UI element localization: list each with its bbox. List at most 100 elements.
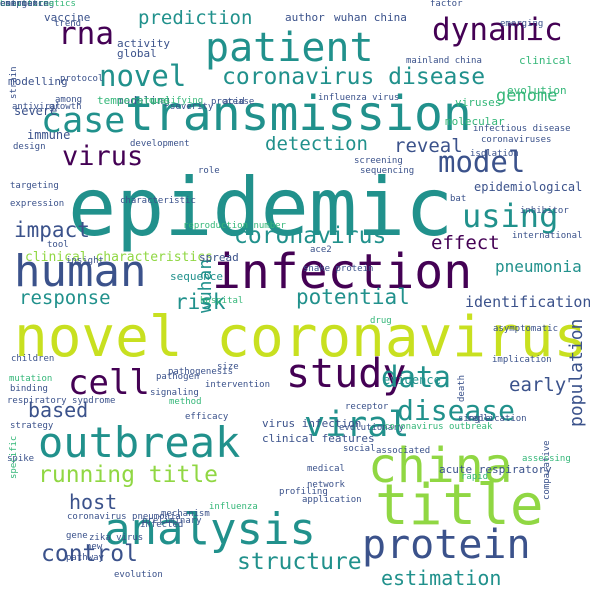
cloud-word: early [509,374,567,396]
cloud-word: analysis [104,504,316,555]
cloud-word: tool [47,240,69,250]
cloud-word: novel coronavirus [14,305,588,370]
cloud-word: potential [296,285,410,309]
cloud-word: rna [58,16,114,52]
cloud-word: coronaviruses [481,135,552,145]
cloud-word: modelling [8,75,68,88]
cloud-word: antiviral [12,102,61,112]
cloud-word: acute respiratory [439,463,552,476]
cloud-word: influenza [209,502,258,512]
cloud-word: structure [237,549,362,575]
cloud-word: human [14,246,147,297]
cloud-word: response [19,287,111,309]
cloud-word: estimating [0,0,55,9]
cloud-word: outbreak [38,418,241,467]
cloud-word: genome [496,86,558,106]
cloud-word: influenza virus [318,93,400,103]
cloud-word: international [512,231,583,241]
cloud-word: respiratory syndrome [7,396,116,406]
cloud-word: evolution [507,84,567,97]
cloud-word: temperature [97,94,170,107]
cloud-word: social [343,444,376,454]
cloud-word: emerging [500,19,544,29]
cloud-word: acid [223,97,245,107]
cloud-word: disease [397,394,516,427]
cloud-word: viral [304,405,410,445]
cloud-word: receptor [345,402,389,412]
cloud-word: coronavirus pneumonia [67,512,181,522]
cloud-word: binding [10,384,48,394]
cloud-word: pathogenesis [168,367,234,377]
cloud-word: snake protein [303,264,374,274]
cloud-word: severity [170,102,214,112]
cloud-word: infectious disease [473,124,571,134]
cloud-word: size [217,362,239,372]
cloud-word: protease [211,97,255,107]
cloud-word: molecular [445,115,505,128]
cloud-word: targeting [10,181,59,191]
cloud-word: gene [66,531,88,541]
cloud-word: modeling [117,94,170,107]
cloud-word: patient [205,25,374,71]
cloud-word: identification [465,293,590,311]
cloud-word: mechanism [161,509,210,519]
cloud-word: method [169,397,202,407]
cloud-word: death [457,374,467,402]
cloud-word: prediction [138,7,253,29]
cloud-word: reproduction number [183,221,286,231]
cloud-word: isolation [470,149,519,159]
cloud-word: spread [199,251,239,264]
cloud-word: replication [467,414,527,424]
cloud-word: intervention [205,380,271,390]
cloud-word: mutation [9,374,53,384]
cloud-word: single [458,414,491,424]
cloud-word: signaling [150,388,199,398]
cloud-word: assessing [522,454,571,464]
cloud-word: population [566,318,587,427]
cloud-word: virus [62,141,144,172]
cloud-word: infection [212,244,473,300]
cloud-word: children [11,354,55,364]
cloud-word: using [462,197,559,235]
cloud-word: specific [9,435,19,479]
cloud-word: role [198,166,220,176]
cloud-word: trend [54,19,82,29]
cloud-word: epidemiological [474,180,583,194]
cloud-word: based [28,398,89,422]
cloud-word: host [69,490,118,514]
cloud-word: coronavirus disease [222,64,486,90]
cloud-word: pathway [66,553,104,563]
cloud-word: epidemic [68,161,454,254]
cloud-word: expression [10,199,65,209]
cloud-word: infected [140,520,184,530]
cloud-word: reveal [394,135,463,157]
cloud-word: complex [0,0,38,9]
cloud-word: vaccine [44,11,91,24]
cloud-word: detection [265,133,368,155]
cloud-word: bat [450,194,467,204]
cloud-word: comparative [542,440,552,500]
cloud-word: associated [376,446,431,456]
cloud-word: clinical features [262,432,375,445]
cloud-word: insight [66,256,104,266]
cloud-word: strategy [10,421,54,431]
cloud-word: virus infection [262,417,362,430]
cloud-word: spike [7,454,35,464]
cloud-word: drug [370,316,392,326]
cloud-word: ace2 [310,245,332,255]
cloud-word: growth [49,102,82,112]
cloud-word: clinical [519,54,572,67]
cloud-word: severe [14,104,58,118]
cloud-word: sequencing [360,166,415,176]
cloud-word: model [438,145,526,179]
cloud-word: author [285,11,325,24]
cloud-word: effect [431,232,500,254]
cloud-word: mainland china [406,56,482,66]
cloud-word: factor [430,0,463,9]
cloud-word: strain [9,66,19,99]
cloud-word: design [13,142,46,152]
cloud-word: sequence [170,270,223,283]
cloud-word: clinical characteristics [25,250,213,265]
cloud-word: immune [27,128,71,142]
